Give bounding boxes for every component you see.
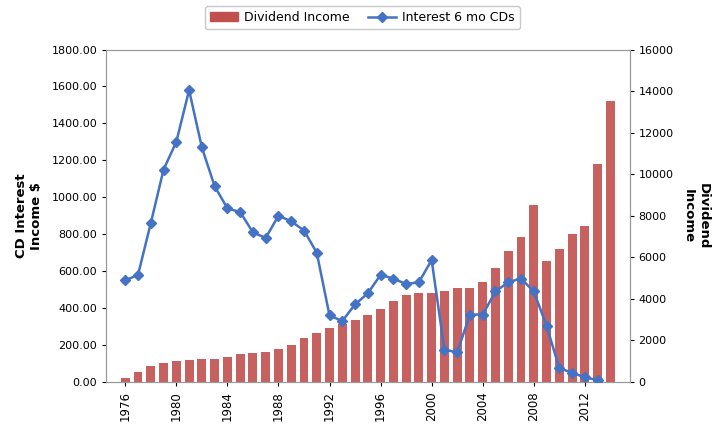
Bar: [452, 289, 462, 382]
Bar: [529, 205, 538, 382]
Bar: [389, 301, 398, 382]
Bar: [274, 349, 283, 382]
Bar: [312, 333, 321, 382]
Bar: [133, 371, 143, 382]
Bar: [440, 290, 449, 382]
Bar: [210, 359, 219, 382]
Bar: [363, 316, 372, 382]
Bar: [249, 353, 257, 382]
Bar: [516, 236, 526, 382]
Bar: [478, 282, 487, 382]
Bar: [121, 378, 130, 382]
Bar: [415, 293, 423, 382]
Bar: [427, 293, 436, 382]
Legend: Dividend Income, Interest 6 mo CDs: Dividend Income, Interest 6 mo CDs: [205, 6, 520, 29]
Bar: [581, 226, 589, 382]
Bar: [325, 328, 334, 382]
Bar: [402, 295, 410, 382]
Bar: [223, 357, 232, 382]
Y-axis label: CD Interest
Income $: CD Interest Income $: [15, 174, 43, 258]
Bar: [159, 363, 168, 382]
Bar: [568, 235, 576, 382]
Bar: [593, 164, 602, 382]
Bar: [351, 320, 360, 382]
Bar: [236, 354, 244, 382]
Bar: [299, 338, 308, 382]
Bar: [491, 268, 500, 382]
Bar: [197, 359, 207, 382]
Bar: [606, 102, 615, 382]
Bar: [185, 360, 194, 382]
Bar: [555, 249, 564, 382]
Bar: [172, 361, 181, 382]
Bar: [146, 366, 155, 382]
Bar: [261, 352, 270, 382]
Y-axis label: Dividend
Income: Dividend Income: [682, 183, 710, 249]
Bar: [376, 309, 385, 382]
Bar: [287, 344, 296, 382]
Bar: [504, 251, 513, 382]
Bar: [542, 262, 551, 382]
Bar: [465, 289, 474, 382]
Bar: [338, 324, 347, 382]
